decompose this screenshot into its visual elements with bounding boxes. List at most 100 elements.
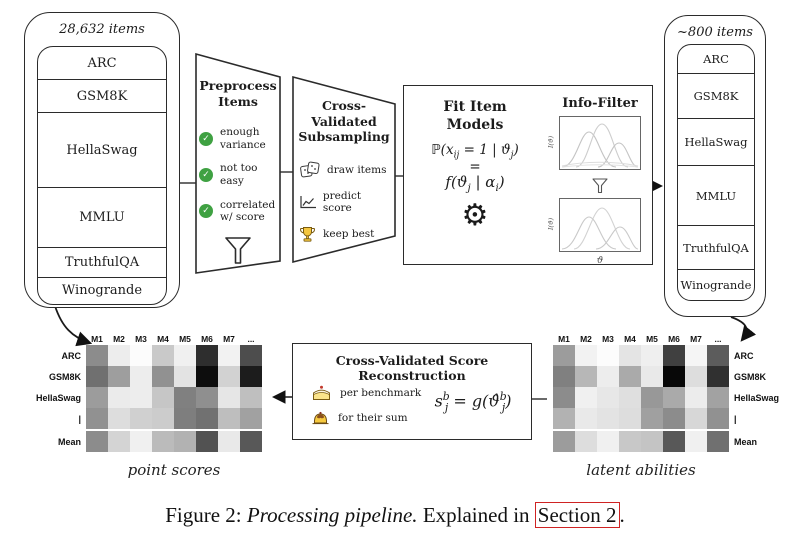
- benchmark-cell-hellaswag: HellaSwag: [678, 118, 754, 165]
- column-header: M5: [646, 334, 658, 344]
- arrow-source-to-pointscores: [54, 305, 93, 347]
- heatmap-cell: [218, 408, 240, 429]
- heatmap-row: |: [553, 408, 787, 429]
- shortcake-icon: [313, 385, 330, 400]
- column-header: ...: [714, 334, 722, 344]
- row-label: GSM8K: [734, 371, 767, 382]
- figure-caption: Figure 2: Processing pipeline. Explained…: [0, 502, 790, 528]
- heatmap-cell: [597, 408, 619, 429]
- heatmap-cell: [130, 345, 152, 366]
- heatmap-cell: [240, 387, 262, 408]
- column-header: M4: [157, 334, 169, 344]
- benchmark-cell-hellaswag: HellaSwag: [38, 112, 166, 187]
- heatmap-cell: [575, 431, 597, 452]
- funnel-icon: [592, 178, 608, 194]
- funnel-icon: [225, 237, 251, 264]
- heatmap-cell: [174, 387, 196, 408]
- benchmark-cell-mmlu: MMLU: [678, 165, 754, 225]
- heatmap-cell: [575, 408, 597, 429]
- heatmap-row: GSM8K: [28, 366, 262, 387]
- heatmap-cell: [108, 431, 130, 452]
- heatmap-row: GSM8K: [553, 366, 787, 387]
- fit-formula-line1: ℙ(xij = 1 | ϑj): [431, 142, 519, 162]
- benchmark-cell-winogrande: Winogrande: [38, 277, 166, 303]
- benchmark-cell-winogrande: Winogrande: [678, 269, 754, 299]
- heatmap-cell: [619, 408, 641, 429]
- result-benchmark-stack: ARC GSM8K HellaSwag MMLU TruthfulQA Winogrand…: [677, 44, 755, 301]
- column-header: M7: [690, 334, 702, 344]
- reconstruction-box: Cross-Validated Score Reconstruction per…: [292, 343, 532, 440]
- heatmap-header-row: M1 M2 M3 M4 M5 M6 M7...: [553, 331, 787, 345]
- heatmap-row: |: [28, 408, 262, 429]
- column-header: M7: [223, 334, 235, 344]
- preprocess-check-row: ✓ enough variance: [199, 126, 277, 151]
- row-label: HellaSwag: [734, 392, 780, 403]
- heatmap-cell: [685, 345, 707, 366]
- arrow-result-to-latent: [730, 316, 757, 342]
- column-header: M1: [91, 334, 103, 344]
- heatmap-cell: [641, 431, 663, 452]
- column-header: M6: [201, 334, 213, 344]
- reconstruction-items: per benchmark for their sum: [311, 376, 421, 426]
- heatmap-cell: [240, 408, 262, 429]
- reconstruction-item-label: for their sum: [338, 411, 408, 424]
- check-icon: ✓: [199, 168, 213, 183]
- heatmap-cell: [218, 366, 240, 387]
- heatmap-cell: [86, 366, 108, 387]
- heatmap-cell: [707, 431, 729, 452]
- column-header: M2: [580, 334, 592, 344]
- heatmap-cell: [86, 408, 108, 429]
- heatmap-cell: [174, 431, 196, 452]
- heatmap-cell: [130, 366, 152, 387]
- heatmap-cell: [575, 345, 597, 366]
- heatmap-row: ARC: [28, 345, 262, 366]
- caption-middle: Explained in: [417, 503, 535, 527]
- heatmap-cell: [707, 408, 729, 429]
- heatmap-row: HellaSwag: [28, 387, 262, 408]
- section-link[interactable]: Section 2: [534, 502, 620, 528]
- preprocess-title: Preprocess Items: [199, 78, 277, 109]
- heatmap-cell: [218, 431, 240, 452]
- subsampling-step-row: predict score: [299, 190, 389, 215]
- heatmap-cell: [553, 345, 575, 366]
- subsampling-step-row: keep best: [299, 226, 389, 243]
- heatmap-cell: [108, 366, 130, 387]
- heatmap-cell: [86, 345, 108, 366]
- heatmap-cell: [707, 387, 729, 408]
- column-header: M4: [624, 334, 636, 344]
- heatmap-grid: M1 M2 M3 M4 M5 M6 M7... ARC GSM8K HellaSwag | Mean: [553, 331, 787, 452]
- heatmap-cell: [619, 345, 641, 366]
- preprocess-check-row: ✓ correlated w/ score: [199, 199, 277, 224]
- fit-models-panel: Fit Item Models ℙ(xij = 1 | ϑj) = f(ϑj |…: [404, 86, 546, 231]
- heatmap-grid: M1 M2 M3 M4 M5 M6 M7... ARC GSM8K HellaSwag | Mean: [28, 331, 262, 452]
- heatmap-cell: [130, 387, 152, 408]
- heatmap-row: Mean: [28, 431, 262, 452]
- source-items-box: 28,632 items ARC GSM8K HellaSwag MMLU Truthf…: [24, 12, 180, 308]
- heatmap-cell: [619, 431, 641, 452]
- source-items-count: 28,632 items: [59, 22, 145, 37]
- heatmap-cell: [685, 387, 707, 408]
- result-items-count: ~800 items: [677, 25, 753, 40]
- heatmap-row: HellaSwag: [553, 387, 787, 408]
- heatmap-cell: [130, 431, 152, 452]
- subsampling-step-label: predict score: [322, 189, 362, 215]
- row-label: GSM8K: [48, 371, 81, 382]
- heatmap-header-row: M1 M2 M3 M4 M5 M6 M7...: [28, 331, 262, 345]
- heatmap-cell: [597, 366, 619, 387]
- plot-xlabel: ϑ: [596, 256, 604, 266]
- heatmap-cell: [597, 345, 619, 366]
- preprocess-check-row: ✓ not too easy: [199, 162, 277, 187]
- heatmap-cell: [108, 345, 130, 366]
- gear-icon: ⚙: [461, 198, 489, 234]
- heatmap-cell: [152, 387, 174, 408]
- preprocess-check-label: correlated w/ score: [220, 198, 276, 224]
- heatmap-cell: [575, 387, 597, 408]
- heatmap-cell: [685, 366, 707, 387]
- heatmap-cell: [240, 366, 262, 387]
- trophy-icon: [300, 227, 315, 242]
- latent-abilities-heatmap: M1 M2 M3 M4 M5 M6 M7... ARC GSM8K HellaSwag | Mean …: [553, 331, 787, 479]
- fit-models-box: Fit Item Models ℙ(xij = 1 | ϑj) = f(ϑj |…: [403, 85, 653, 266]
- benchmark-cell-arc: ARC: [703, 52, 729, 66]
- heatmap-row: ARC: [553, 345, 787, 366]
- heatmap-cell: [196, 408, 218, 429]
